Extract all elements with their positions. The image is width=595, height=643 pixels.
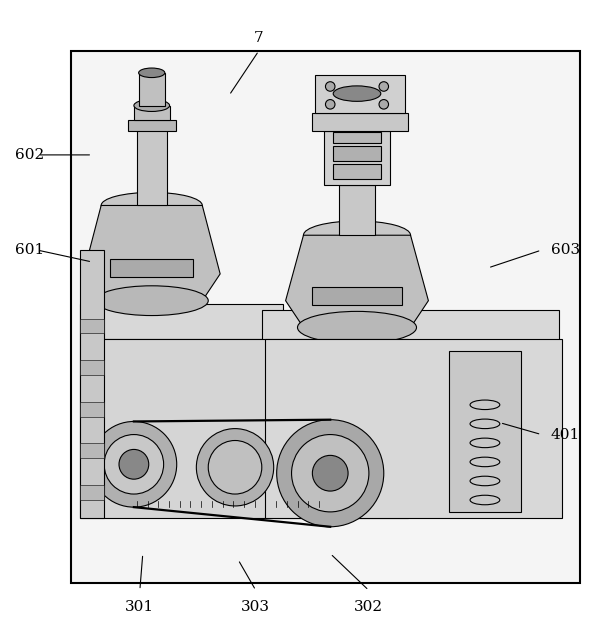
Bar: [110, 259, 193, 277]
Bar: [80, 340, 408, 518]
Bar: [324, 131, 390, 185]
Ellipse shape: [119, 449, 149, 479]
Bar: [449, 351, 521, 512]
Bar: [312, 113, 408, 131]
FancyBboxPatch shape: [71, 51, 580, 583]
Bar: [139, 73, 165, 105]
Bar: [312, 287, 402, 305]
Bar: [80, 318, 104, 334]
Bar: [137, 122, 167, 206]
Text: 401: 401: [551, 428, 580, 442]
Text: 302: 302: [355, 600, 383, 614]
Bar: [80, 444, 104, 458]
Text: 303: 303: [242, 600, 270, 614]
Bar: [315, 75, 405, 113]
Ellipse shape: [325, 100, 335, 109]
Ellipse shape: [101, 192, 202, 219]
Bar: [333, 132, 381, 143]
Bar: [333, 146, 381, 161]
Ellipse shape: [298, 311, 416, 343]
Bar: [339, 185, 375, 235]
Bar: [80, 303, 283, 340]
Polygon shape: [83, 206, 220, 301]
Text: 301: 301: [126, 600, 154, 614]
Ellipse shape: [134, 100, 170, 111]
Text: 7: 7: [254, 31, 264, 45]
Ellipse shape: [303, 221, 411, 249]
Polygon shape: [286, 235, 428, 327]
Bar: [265, 340, 562, 518]
Bar: [333, 164, 381, 179]
Bar: [80, 250, 104, 518]
Text: 603: 603: [551, 243, 580, 257]
Bar: [262, 309, 559, 342]
Bar: [80, 485, 104, 500]
Ellipse shape: [379, 82, 389, 91]
Ellipse shape: [379, 100, 389, 109]
Ellipse shape: [196, 429, 274, 506]
Bar: [80, 360, 104, 375]
Ellipse shape: [312, 455, 348, 491]
Ellipse shape: [277, 420, 384, 527]
Bar: [80, 402, 104, 417]
Text: 601: 601: [15, 243, 44, 257]
Ellipse shape: [325, 82, 335, 91]
Bar: [128, 120, 176, 131]
Ellipse shape: [104, 435, 164, 494]
Ellipse shape: [91, 421, 177, 507]
Ellipse shape: [333, 86, 381, 102]
Bar: [134, 105, 170, 120]
Text: 602: 602: [15, 148, 44, 162]
Ellipse shape: [95, 285, 208, 316]
Ellipse shape: [292, 435, 369, 512]
Ellipse shape: [139, 68, 165, 78]
Ellipse shape: [208, 440, 262, 494]
